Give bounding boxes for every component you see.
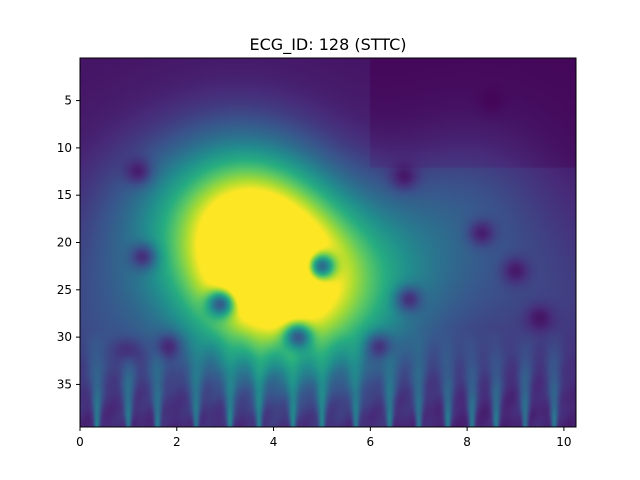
y-axis: 5 10 15 20 25 30 35 [57,94,80,391]
x-tick-label: 2 [173,435,181,449]
y-tick-label: 25 [57,283,72,297]
x-tick-label: 0 [76,435,84,449]
y-tick-label: 20 [57,236,72,250]
y-tick-label: 30 [57,330,72,344]
x-tick-label: 10 [556,435,571,449]
chart-title: ECG_ID: 128 (STTC) [250,35,407,55]
x-tick-label: 8 [463,435,471,449]
y-tick-label: 10 [57,141,72,155]
x-tick-label: 6 [367,435,375,449]
y-tick-label: 15 [57,188,72,202]
x-tick-label: 4 [270,435,278,449]
x-axis: 0 2 4 6 8 10 [76,427,572,449]
y-tick-label: 35 [57,377,72,391]
y-tick-label: 5 [64,94,72,108]
heatmap-image [80,58,576,427]
